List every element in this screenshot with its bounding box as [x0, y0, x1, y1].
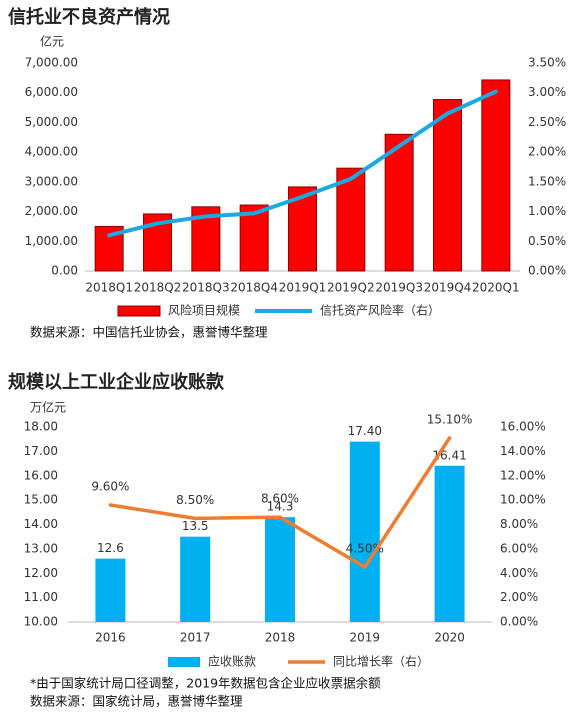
x-tick-label: 2017: [180, 631, 211, 645]
note: 数据来源：国家统计局，惠誉博华整理: [30, 694, 243, 709]
note: 数据来源：中国信托业协会，惠誉博华整理: [30, 325, 268, 340]
y-tick-label: 12.00: [24, 566, 58, 580]
y-tick-label: 0.00: [51, 264, 78, 278]
y-tick-label: 13.00: [24, 541, 58, 555]
x-tick-label: 2018Q1: [85, 281, 133, 295]
y-axis-unit: 万亿元: [30, 400, 66, 415]
y2-tick-label: 2.50%: [528, 115, 566, 129]
x-tick-label: 2020: [434, 631, 465, 645]
data-label: 14.3: [267, 500, 294, 514]
y-tick-label: 1,000.00: [25, 234, 78, 248]
legend-label: 同比增长率（右）: [333, 654, 429, 669]
y2-tick-label: 0.00%: [528, 264, 566, 278]
y-axis-unit: 亿元: [40, 34, 64, 49]
bar: [95, 558, 126, 622]
bar: [384, 133, 414, 272]
y-tick-label: 17.00: [24, 444, 58, 458]
line: [107, 89, 498, 238]
legend-label: 信托资产风险率（右）: [320, 303, 440, 318]
x-tick-label: 2018Q2: [134, 281, 182, 295]
x-tick-label: 2019Q2: [327, 281, 375, 295]
legend-label: 风险项目规模: [168, 303, 240, 318]
data-label: 8.60%: [261, 492, 299, 506]
y2-tick-label: 0.00%: [500, 615, 538, 629]
data-label: 9.60%: [91, 480, 129, 494]
y2-tick-label: 2.00%: [500, 590, 538, 604]
x-tick-label: 2020Q1: [472, 281, 520, 295]
bar: [180, 536, 211, 622]
data-label: 12.6: [97, 541, 124, 555]
y2-tick-label: 8.00%: [500, 517, 538, 531]
bar: [265, 517, 295, 622]
y2-tick-label: 6.00%: [500, 541, 538, 555]
bar: [349, 441, 380, 622]
bar: [434, 465, 465, 622]
x-tick-label: 2018: [265, 631, 296, 645]
legend-swatch: [117, 305, 161, 317]
y2-tick-label: 0.50%: [528, 234, 566, 248]
x-tick-label: 2018Q4: [230, 281, 278, 295]
bar: [336, 167, 366, 272]
legend-label: 应收账款: [208, 654, 256, 669]
x-tick-label: 2019Q3: [375, 281, 423, 295]
bar: [288, 186, 317, 272]
y2-tick-label: 1.00%: [528, 204, 566, 218]
x-tick-label: 2019Q1: [279, 281, 327, 295]
bar: [433, 99, 462, 272]
bar: [239, 204, 269, 272]
y-tick-label: 16.00: [24, 468, 58, 482]
data-label: 15.10%: [427, 412, 473, 426]
y-tick-label: 2,000.00: [25, 204, 78, 218]
x-tick-label: 2019: [350, 631, 381, 645]
data-label: 13.5: [182, 519, 209, 533]
y-tick-label: 5,000.00: [25, 115, 78, 129]
line: [108, 436, 452, 569]
y-tick-label: 14.00: [24, 517, 58, 531]
y-tick-label: 7,000.00: [25, 56, 78, 70]
y-tick-label: 18.00: [24, 420, 58, 434]
y2-tick-label: 16.00%: [500, 420, 546, 434]
y-tick-label: 11.00: [24, 590, 58, 604]
x-tick-label: 2018Q3: [182, 281, 230, 295]
x-tick-label: 2019Q4: [424, 281, 472, 295]
y2-tick-label: 14.00%: [500, 444, 546, 458]
legend-swatch: [168, 657, 200, 667]
y2-tick-label: 1.50%: [528, 174, 566, 188]
data-label: 17.40: [348, 424, 382, 438]
y2-tick-label: 2.00%: [528, 145, 566, 159]
note: *由于国家统计局口径调整，2019年数据包含企业应收票据余额: [30, 676, 381, 691]
x-tick-label: 2016: [95, 631, 126, 645]
y2-tick-label: 10.00%: [500, 493, 546, 507]
y2-tick-label: 4.00%: [500, 566, 538, 580]
y-tick-label: 4,000.00: [25, 145, 78, 159]
y-tick-label: 6,000.00: [25, 85, 78, 99]
y2-tick-label: 12.00%: [500, 468, 546, 482]
data-label: 8.50%: [176, 493, 214, 507]
y-tick-label: 10.00: [24, 615, 58, 629]
bar: [481, 79, 511, 272]
chart-title: 规模以上工业企业应收账款: [8, 371, 225, 393]
y-tick-label: 3,000.00: [25, 174, 78, 188]
y2-tick-label: 3.00%: [528, 85, 566, 99]
y2-tick-label: 3.50%: [528, 56, 566, 70]
chart-title: 信托业不良资产情况: [8, 6, 170, 28]
y-tick-label: 15.00: [24, 493, 58, 507]
